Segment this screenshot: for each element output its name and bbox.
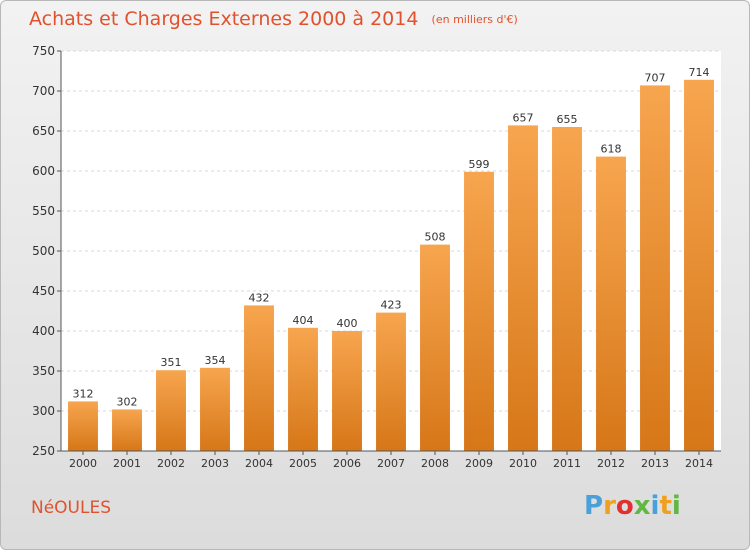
logo-letter: i [650,491,660,521]
data-label: 599 [469,158,490,171]
bar [552,127,582,451]
data-label: 657 [513,111,534,124]
bar [112,409,142,451]
axes: 250 300 350 400 450 500 550 600 650 700 750 2000 200… [32,44,721,470]
bar [464,171,494,452]
x-tick-label: 2007 [377,457,405,470]
logo-letter: o [615,491,634,521]
x-tick-label: 2002 [157,457,185,470]
x-tick-label: 2013 [641,457,669,470]
chart-header: Achats et Charges Externes 2000 à 2014 (… [29,8,518,30]
bar [420,244,450,451]
x-tick-label: 2000 [69,457,97,470]
data-label: 312 [73,387,94,400]
y-tick-label: 650 [32,124,55,138]
bar [332,331,362,451]
data-label: 404 [293,314,314,327]
data-label: 302 [117,395,138,408]
x-tick-label: 2004 [245,457,273,470]
bar [244,305,274,451]
chart-subtitle: (en milliers d'€) [431,13,518,26]
bar [508,125,538,452]
data-label: 618 [601,143,622,156]
logo-letter: i [671,491,681,521]
bar [684,79,714,452]
x-tick-label: 2008 [421,457,449,470]
y-tick-label: 250 [32,444,55,458]
data-label: 354 [205,354,226,367]
data-label: 432 [249,291,270,304]
bar [596,156,626,451]
bar [288,327,318,451]
bar [640,85,670,452]
data-label: 351 [161,356,182,369]
bar [68,401,98,451]
x-tick-label: 2003 [201,457,229,470]
logo-letter: r [603,491,616,521]
x-tick-label: 2011 [553,457,581,470]
y-tick-label: 750 [32,44,55,58]
x-tick-label: 2014 [685,457,713,470]
y-tick-label: 700 [32,84,55,98]
bar [156,370,186,451]
y-tick-label: 600 [32,164,55,178]
x-tick-label: 2006 [333,457,361,470]
data-label: 400 [337,317,358,330]
bar [200,367,230,451]
y-tick-label: 400 [32,324,55,338]
logo-letter: P [584,491,604,521]
y-tick-label: 300 [32,404,55,418]
logo-letter: t [659,491,672,521]
commune-name: NéOULES [31,498,112,518]
x-tick-label: 2005 [289,457,317,470]
data-label: 655 [557,113,578,126]
y-tick-label: 550 [32,204,55,218]
data-label: 508 [425,231,446,244]
y-tick-label: 500 [32,244,55,258]
x-tick-label: 2001 [113,457,141,470]
x-tick-label: 2009 [465,457,493,470]
bar [376,312,406,451]
chart-title: Achats et Charges Externes 2000 à 2014 [29,8,419,30]
y-tick-label: 450 [32,284,55,298]
data-label: 707 [645,71,666,84]
proxiti-logo[interactable]: Proxiti [584,491,681,521]
x-tick-label: 2010 [509,457,537,470]
logo-letter: x [633,491,651,521]
data-label: 714 [689,66,710,79]
bars: 312 302 351 354 432 404 400 423 508 599 657 655 618 7… [68,66,714,452]
data-label: 423 [381,299,402,312]
y-tick-label: 350 [32,364,55,378]
x-tick-label: 2012 [597,457,625,470]
